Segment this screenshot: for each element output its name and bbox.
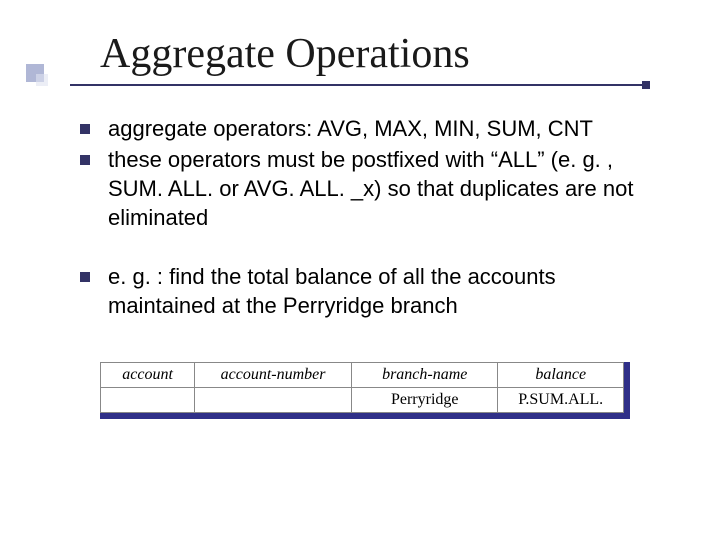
table-cell <box>101 388 195 413</box>
list-item: e. g. : find the total balance of all th… <box>80 262 660 320</box>
table-header-cell: account-number <box>195 363 352 388</box>
table-header-cell: branch-name <box>352 363 498 388</box>
slide-title: Aggregate Operations <box>100 30 680 78</box>
slide: Aggregate Operations aggregate operators… <box>0 0 720 540</box>
title-underline <box>70 84 650 86</box>
table-cell <box>195 388 352 413</box>
table-header-cell: balance <box>498 363 624 388</box>
list-item: these operators must be postfixed with “… <box>80 145 660 232</box>
bullet-text: e. g. : find the total balance of all th… <box>108 262 660 320</box>
table-cell: P.SUM.ALL. <box>498 388 624 413</box>
example-table-container: account account-number branch-name balan… <box>100 362 630 419</box>
title-block: Aggregate Operations <box>70 30 680 86</box>
table-cell: Perryridge <box>352 388 498 413</box>
example-table: account account-number branch-name balan… <box>100 362 624 413</box>
bullet-text: these operators must be postfixed with “… <box>108 145 660 232</box>
table-row: Perryridge P.SUM.ALL. <box>101 388 624 413</box>
list-item: aggregate operators: AVG, MAX, MIN, SUM,… <box>80 114 660 143</box>
bullet-marker-icon <box>80 272 90 282</box>
table-header-row: account account-number branch-name balan… <box>101 363 624 388</box>
bullet-marker-icon <box>80 124 90 134</box>
bullet-list: aggregate operators: AVG, MAX, MIN, SUM,… <box>80 114 660 320</box>
bullet-text: aggregate operators: AVG, MAX, MIN, SUM,… <box>108 114 660 143</box>
bullet-marker-icon <box>80 155 90 165</box>
table-header-cell: account <box>101 363 195 388</box>
